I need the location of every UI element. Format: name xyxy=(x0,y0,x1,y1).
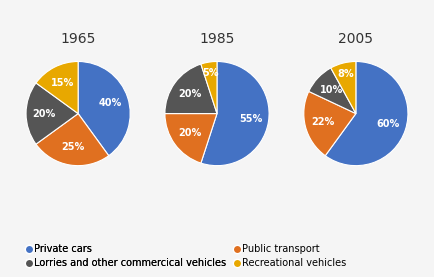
Text: 40%: 40% xyxy=(99,98,122,108)
Wedge shape xyxy=(201,61,269,166)
Text: 60%: 60% xyxy=(376,119,400,129)
Wedge shape xyxy=(201,61,217,114)
Wedge shape xyxy=(331,61,356,114)
Title: 1965: 1965 xyxy=(60,32,96,46)
Text: 20%: 20% xyxy=(33,109,56,119)
Wedge shape xyxy=(78,61,130,156)
Text: 15%: 15% xyxy=(51,78,74,88)
Text: 8%: 8% xyxy=(338,69,354,79)
Text: 20%: 20% xyxy=(178,129,201,138)
Title: 1985: 1985 xyxy=(199,32,235,46)
Text: 10%: 10% xyxy=(319,85,343,95)
Wedge shape xyxy=(325,61,408,166)
Text: 5%: 5% xyxy=(202,68,219,78)
Wedge shape xyxy=(165,114,217,163)
Text: 25%: 25% xyxy=(61,142,85,152)
Legend: Public transport, Recreational vehicles: Public transport, Recreational vehicles xyxy=(230,240,350,272)
Title: 2005: 2005 xyxy=(339,32,373,46)
Wedge shape xyxy=(36,114,109,166)
Wedge shape xyxy=(309,68,356,114)
Wedge shape xyxy=(36,61,78,114)
Wedge shape xyxy=(165,64,217,114)
Text: 55%: 55% xyxy=(239,114,262,124)
Text: 20%: 20% xyxy=(178,89,201,99)
Text: 22%: 22% xyxy=(312,117,335,127)
Wedge shape xyxy=(26,83,78,144)
Legend: Private cars, Lorries and other commercical vehicles: Private cars, Lorries and other commerci… xyxy=(22,240,230,272)
Wedge shape xyxy=(304,91,356,156)
